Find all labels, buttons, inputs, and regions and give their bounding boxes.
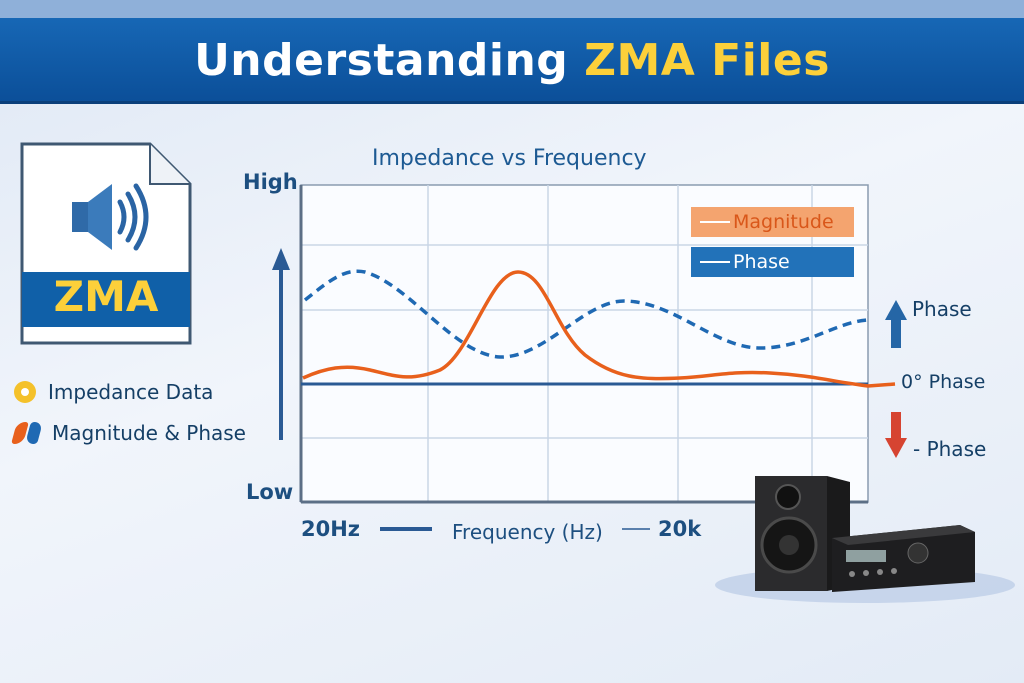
positive-phase-arrow-icon — [885, 300, 907, 348]
positive-phase-label: Phase — [912, 297, 972, 321]
top-strip — [0, 0, 1024, 18]
legend-magnitude: Magnitude — [691, 207, 854, 237]
legend-phase: Phase — [691, 247, 854, 277]
plot-area — [300, 184, 869, 503]
phase-curve — [303, 269, 869, 359]
speaker-and-amplifier-image — [715, 476, 1015, 603]
page-title: Understanding ZMA Files — [194, 35, 830, 86]
file-label: ZMA — [53, 272, 159, 321]
y-axis-low-label: Low — [246, 480, 294, 504]
zma-file-icon — [20, 142, 192, 345]
legend-magnitude-label: Magnitude — [733, 211, 834, 233]
legend-phase-label: Phase — [733, 251, 790, 273]
y-axis-high-label: High — [243, 170, 298, 194]
magnitude-curve — [302, 270, 896, 388]
negative-phase-arrow-icon — [885, 412, 907, 458]
x-axis-end-label: 20k — [658, 517, 702, 541]
zero-phase-label: 0° Phase — [901, 371, 986, 393]
yellow-dot-icon — [14, 381, 36, 403]
legend-label: Impedance Data — [48, 380, 214, 404]
legend-magnitude-phase: Magnitude & Phase — [11, 421, 246, 445]
legend-impedance-data: Impedance Data — [14, 380, 213, 404]
grid — [301, 185, 868, 502]
chart-title: Impedance vs Frequency — [372, 146, 647, 171]
speaker-sound-icon — [72, 183, 149, 251]
title-banner: Understanding ZMA Files — [0, 18, 1024, 104]
legend-label: Magnitude & Phase — [52, 421, 246, 445]
x-axis-start-label: 20Hz — [301, 517, 361, 541]
negative-phase-label: - Phase — [913, 437, 987, 461]
x-axis-title: Frequency (Hz) — [452, 520, 603, 544]
